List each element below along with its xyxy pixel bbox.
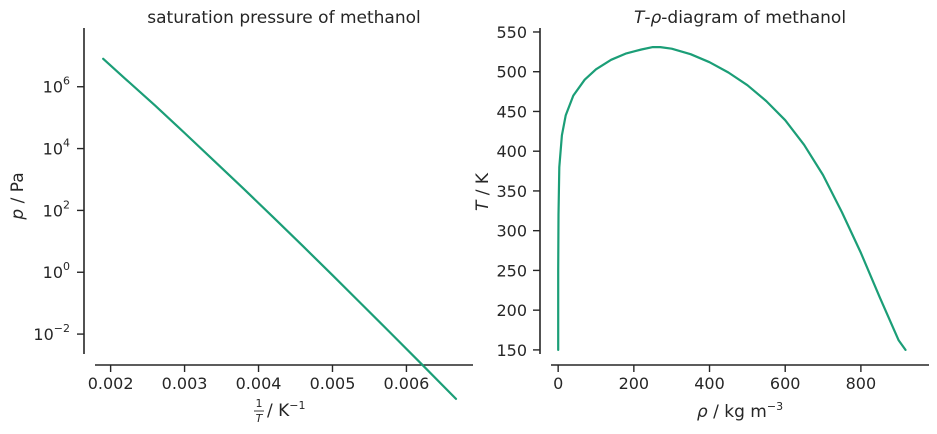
x-label-frac-den: T [256, 412, 264, 425]
chart-saturation-pressure: saturation pressure of methanol 0.002 0.0… [8, 8, 473, 425]
x-tick-label: 0 [553, 374, 563, 393]
y-axis-unit: / K [473, 172, 493, 201]
x-ticks: 0 200 400 600 800 [553, 365, 876, 393]
y-tick-label: 104 [43, 137, 70, 159]
y-tick-label: 150 [496, 341, 527, 360]
y-tick-label: 400 [496, 142, 527, 161]
x-axis-label: ρ / kg m−3 [697, 400, 783, 422]
chart-title: saturation pressure of methanol [147, 8, 421, 28]
x-tick-label: 0.003 [162, 374, 208, 393]
y-axis-label: T / K [473, 172, 493, 211]
x-tick-label: 200 [619, 374, 650, 393]
x-axis-label: 1 T / K−1 [254, 397, 306, 425]
y-tick-label: 100 [43, 260, 70, 282]
y-ticks: 150 200 250 300 350 400 450 500 550 [496, 23, 540, 360]
x-tick-label: 600 [770, 374, 801, 393]
x-tick-label: 800 [846, 374, 877, 393]
y-tick-label: 102 [43, 198, 70, 220]
chart-title: T-ρ-diagram of methanol [634, 8, 846, 28]
x-label-frac-num: 1 [256, 397, 263, 410]
y-axis-unit: / Pa [8, 172, 28, 208]
y-ticks: 10−2 100 102 104 106 [33, 75, 84, 344]
y-tick-label: 106 [43, 75, 70, 97]
x-tick-label: 0.002 [88, 374, 134, 393]
y-tick-label: 500 [496, 63, 527, 82]
y-tick-label: 450 [496, 102, 527, 121]
y-axis-symbol: T [473, 199, 493, 211]
series-line [557, 46, 907, 351]
y-tick-label: 250 [496, 261, 527, 280]
x-label-unit: / K−1 [267, 399, 306, 421]
y-tick-label: 300 [496, 222, 527, 241]
x-tick-label: 0.005 [310, 374, 356, 393]
y-tick-label: 200 [496, 301, 527, 320]
x-tick-label: 0.004 [236, 374, 282, 393]
y-tick-label: 10−2 [33, 322, 70, 344]
chart-t-rho-diagram: T-ρ-diagram of methanol 0 200 400 600 800 15… [473, 8, 929, 422]
y-tick-label: 550 [496, 23, 527, 42]
y-axis-symbol: p [8, 209, 28, 221]
y-tick-label: 350 [496, 182, 527, 201]
x-tick-label: 0.006 [384, 374, 430, 393]
y-axis-label: p / Pa [8, 172, 28, 220]
x-ticks: 0.002 0.003 0.004 0.005 0.006 [88, 365, 430, 393]
x-tick-label: 400 [694, 374, 725, 393]
series-line [102, 57, 458, 400]
